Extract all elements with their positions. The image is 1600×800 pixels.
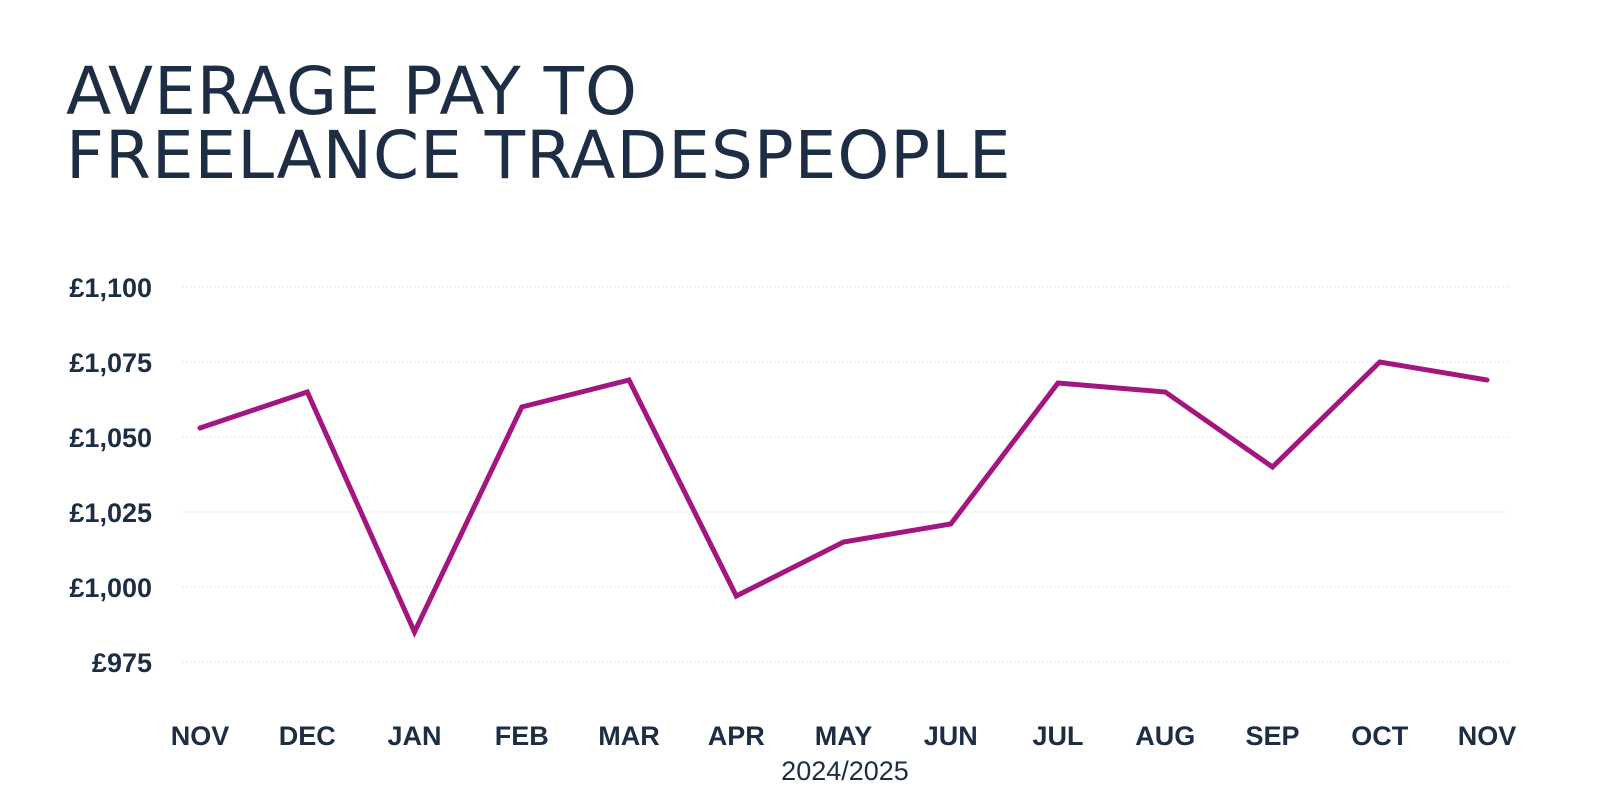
x-tick-label: FEB	[495, 721, 549, 751]
chart-title: AVERAGE PAY TO FREELANCE TRADESPEOPLE	[66, 53, 1012, 194]
y-tick-label: £1,025	[69, 498, 152, 528]
y-tick-label: £1,100	[69, 273, 152, 303]
y-tick-label: £975	[92, 648, 152, 678]
x-tick-label: DEC	[279, 721, 336, 751]
y-tick-label: £1,050	[69, 423, 152, 453]
y-axis-tick-labels: £975 £1,000 £1,025 £1,050 £1,075 £1,100	[69, 273, 152, 678]
gridlines	[182, 286, 1510, 663]
x-tick-label: AUG	[1135, 721, 1195, 751]
x-tick-label: JUL	[1032, 721, 1083, 751]
x-tick-label: NOV	[171, 721, 230, 751]
x-axis-tick-labels: NOV DEC JAN FEB MAR APR MAY JUN JUL AUG SEP OCT NOV	[171, 721, 1517, 751]
x-tick-label: JAN	[387, 721, 441, 751]
x-tick-label: SEP	[1245, 721, 1299, 751]
y-tick-label: £1,075	[69, 348, 152, 378]
x-tick-label: JUN	[924, 721, 978, 751]
x-axis-title: 2024/2025	[781, 756, 909, 786]
x-tick-label: MAR	[598, 721, 660, 751]
chart-title-line-2: FREELANCE TRADESPEOPLE	[66, 117, 1012, 194]
x-tick-label: MAY	[815, 721, 873, 751]
x-tick-label: NOV	[1458, 721, 1517, 751]
x-tick-label: APR	[708, 721, 765, 751]
series-layer	[197, 359, 1490, 638]
chart-title-line-1: AVERAGE PAY TO	[66, 53, 638, 130]
series-line	[197, 359, 1490, 638]
y-tick-label: £1,000	[69, 573, 152, 603]
x-tick-label: OCT	[1351, 721, 1409, 751]
